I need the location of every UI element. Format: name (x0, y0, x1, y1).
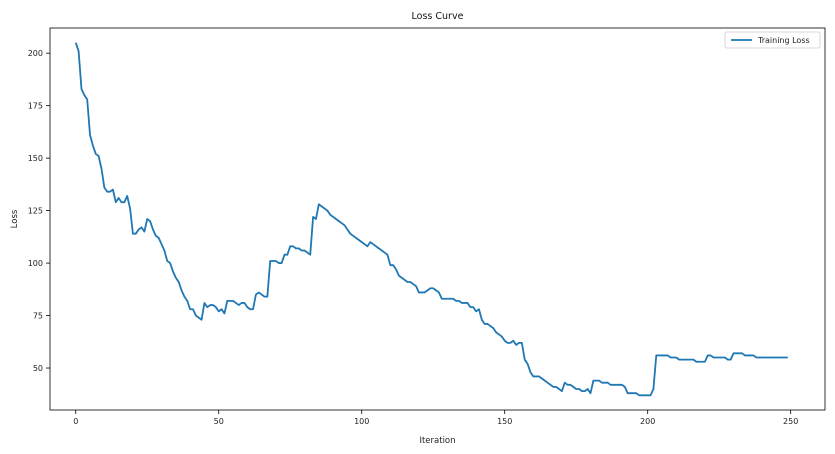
legend-label-training-loss: Training Loss (757, 36, 810, 45)
y-tick-label: 100 (28, 259, 43, 268)
y-tick-label: 125 (28, 207, 43, 216)
x-tick-label: 100 (354, 417, 369, 426)
series-layer (74, 42, 788, 397)
x-axis-label: Iteration (419, 436, 455, 446)
x-axis-ticks: 0 50 100 150 200 250 (73, 410, 798, 426)
x-tick-label: 250 (783, 417, 798, 426)
legend-box (724, 31, 821, 49)
y-axis-ticks: 50 75 100 125 150 175 200 (28, 49, 50, 373)
x-tick-label: 150 (497, 417, 512, 426)
plot-area (49, 27, 826, 411)
series-line-training-loss (74, 42, 788, 397)
x-tick-label: 0 (73, 417, 78, 426)
x-tick-label: 200 (640, 417, 655, 426)
chart-title: Loss Curve (412, 11, 464, 22)
y-tick-label: 175 (28, 102, 43, 111)
y-tick-label: 150 (28, 154, 43, 163)
y-tick-label: 50 (33, 364, 43, 373)
x-tick-label: 50 (214, 417, 224, 426)
y-tick-label: 200 (28, 49, 43, 58)
y-axis-label: Loss (10, 209, 20, 228)
legend: Training Loss (724, 31, 821, 49)
y-tick-label: 75 (33, 312, 43, 321)
